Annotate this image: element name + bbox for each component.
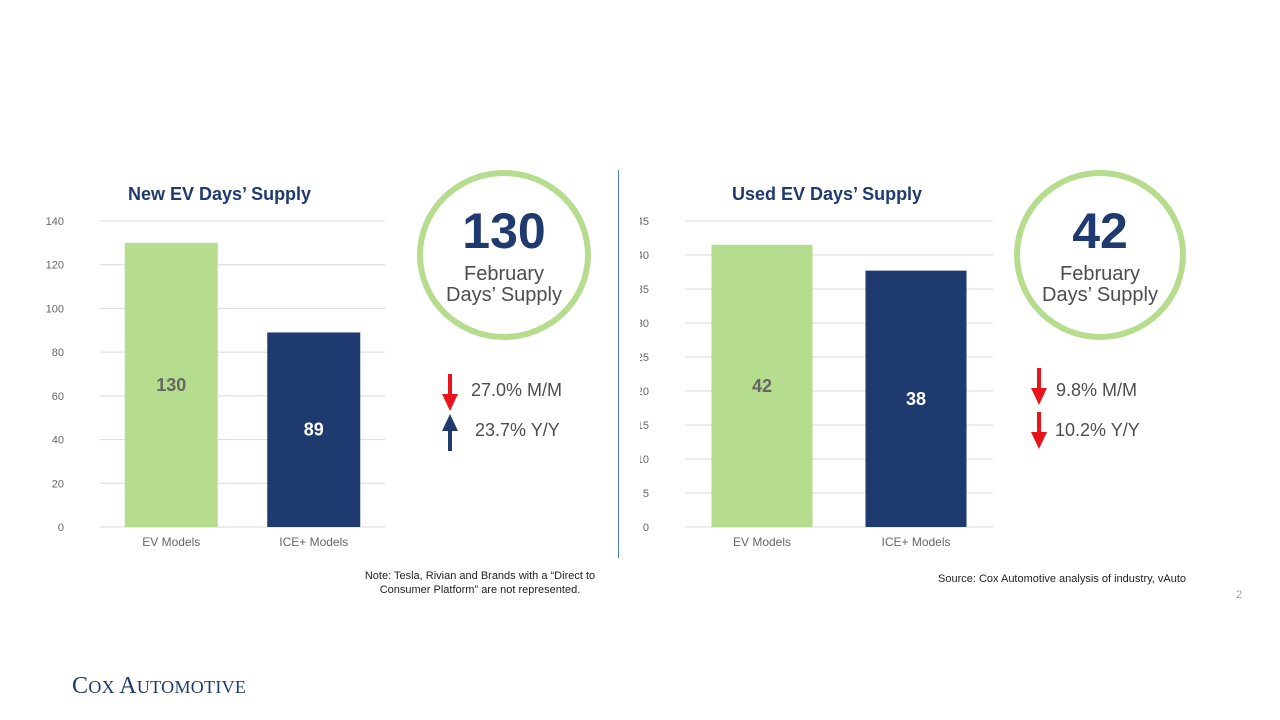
y-tick-label: 10 [640,454,649,466]
footnote: Note: Tesla, Rivian and Brands with a “D… [330,569,630,597]
new-ev-mm-change: 27.0% M/M [471,380,563,400]
new-ev-ring-label-1: February [463,263,545,285]
y-tick-label: 40 [52,435,64,447]
new-ev-yy-change: 23.7% Y/Y [475,420,560,440]
y-tick-label: 15 [640,420,649,432]
y-tick-label: 120 [46,260,64,272]
y-tick-label: 5 [643,488,649,500]
bar-ev-models [711,244,813,528]
arrow-down-icon [1031,412,1047,449]
logo-part-c: C [72,673,89,699]
footnote-line-1: Note: Tesla, Rivian and Brands with a “D… [364,570,596,582]
chart-title-used-ev: Used EV Days’ Supply [732,184,923,204]
y-tick-label: 20 [640,386,649,398]
cox-automotive-logo: COX AUTOMOTIVE [72,673,246,700]
logo-part-utomotive: UTOMOTIVE [136,677,247,697]
x-category-label: ICE+ Models [881,535,950,549]
y-tick-label: 140 [46,216,64,228]
bar-ice-models [267,332,361,527]
arrow-down-icon [442,374,458,411]
arrow-down-icon [1031,368,1047,405]
new-ev-ring-label-2: Days’ Supply [446,284,562,306]
new-ev-ring: 130 February Days’ Supply [417,170,591,340]
y-tick-label: 45 [640,216,649,228]
y-tick-label: 100 [46,303,64,315]
data-label: 42 [752,376,772,396]
y-tick-label: 80 [52,347,64,359]
data-label: 38 [906,389,926,409]
source-note: Source: Cox Automotive analysis of indus… [938,573,1187,585]
x-category-label: EV Models [142,535,200,549]
y-tick-label: 35 [640,284,649,296]
y-tick-label: 0 [643,522,649,534]
used-ev-ring-label-2: Days’ Supply [1042,284,1158,306]
used-ev-bar-chart: 0 5 10 15 20 25 30 35 40 45 42 EV Models 38 ICE+ Mode… [640,216,993,549]
page-number: 2 [1236,589,1243,601]
used-ev-mm-change: 9.8% M/M [1056,380,1138,400]
x-category-label: EV Models [733,535,791,549]
panel-divider [618,170,619,558]
y-tick-label: 40 [640,250,649,262]
data-label: 89 [304,420,324,440]
new-ev-ring-value: 130 [462,203,546,259]
y-tick-label: 60 [52,391,64,403]
logo-part-ox: OX [88,677,115,697]
bar-ev-models [124,242,218,527]
y-tick-label: 30 [640,318,649,330]
y-tick-label: 20 [52,478,64,490]
used-ev-ring: 42 February Days’ Supply [1014,170,1186,340]
logo-part-a: A [119,673,137,699]
footnote-line-2: Consumer Platform” are not represented. [379,584,581,596]
y-tick-label: 25 [640,352,649,364]
used-ev-ring-value: 42 [1072,203,1128,259]
bar-ice-models [865,270,967,527]
x-category-label: ICE+ Models [279,535,348,549]
arrow-up-icon [442,414,458,451]
used-ev-ring-label-1: February [1059,263,1141,285]
y-tick-label: 0 [58,522,64,534]
data-label: 130 [156,375,186,395]
used-ev-yy-change: 10.2% Y/Y [1055,420,1140,440]
chart-title-new-ev: New EV Days’ Supply [128,184,312,204]
new-ev-bar-chart: 0 20 40 60 80 100 120 140 130 EV Models 89 ICE+ Mod… [46,216,385,549]
